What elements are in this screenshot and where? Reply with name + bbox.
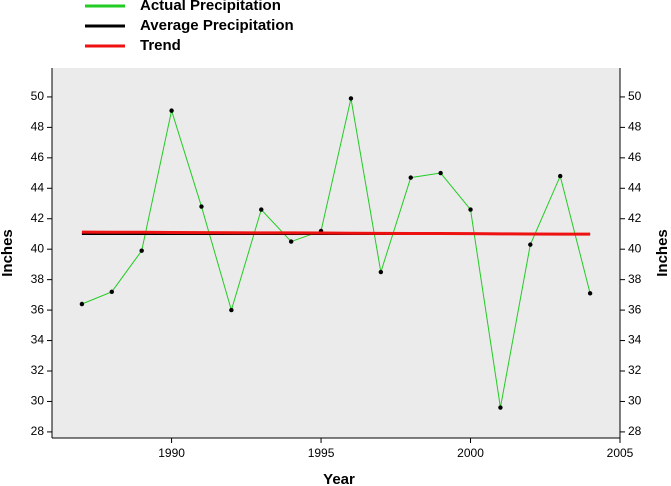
- x-tick-label: 2000: [457, 446, 484, 460]
- data-point: [288, 239, 294, 244]
- data-point: [438, 170, 443, 176]
- data-point: [229, 307, 234, 313]
- legend-label: Trend: [140, 37, 181, 54]
- y-tick-label: 42: [31, 211, 45, 225]
- data-point: [109, 289, 114, 295]
- legend-label: Actual Precipitation: [140, 0, 281, 14]
- data-point: [408, 175, 413, 180]
- y2-tick-label: 50: [628, 89, 642, 103]
- y-tick-label: 48: [31, 120, 45, 134]
- x-tick-label: 2005: [607, 446, 634, 460]
- data-point: [169, 108, 174, 113]
- y2-tick-label: 42: [628, 211, 642, 225]
- y2-tick-label: 34: [628, 333, 642, 347]
- y2-tick-label: 48: [628, 120, 642, 134]
- y-tick-label: 36: [31, 302, 45, 316]
- y2-tick-label: 40: [628, 241, 642, 255]
- y-axis-label: Inches: [0, 229, 16, 277]
- y-tick-label: 34: [31, 333, 45, 347]
- y-tick-label: 32: [31, 363, 45, 377]
- data-point: [558, 173, 563, 179]
- y-tick-label: 30: [31, 394, 45, 408]
- data-point: [348, 96, 354, 101]
- legend-label: Average Precipitation: [140, 17, 294, 34]
- data-point: [528, 242, 533, 247]
- y2-axis-label: Inches: [654, 229, 671, 277]
- y-tick-label: 38: [31, 272, 45, 286]
- y2-tick-label: 32: [628, 363, 642, 377]
- data-point: [468, 207, 473, 212]
- data-point: [378, 269, 384, 275]
- y2-tick-label: 36: [628, 302, 642, 316]
- x-tick-label: 1995: [308, 446, 335, 460]
- y-tick-label: 40: [31, 241, 45, 255]
- y-tick-label: 28: [31, 424, 45, 438]
- y2-tick-label: 46: [628, 150, 642, 164]
- series-line: [81, 230, 591, 236]
- plot-area: [52, 68, 620, 438]
- data-point: [139, 248, 144, 253]
- data-point: [259, 207, 264, 212]
- series-line: [81, 98, 591, 408]
- y2-tick-label: 28: [628, 424, 642, 438]
- y2-tick-label: 30: [628, 394, 642, 408]
- data-point: [199, 204, 204, 209]
- data-point: [498, 405, 503, 410]
- data-point: [587, 291, 593, 296]
- y2-tick-label: 38: [628, 272, 642, 286]
- x-axis-label: Year: [323, 471, 355, 486]
- y-tick-label: 50: [31, 89, 45, 103]
- y-tick-label: 44: [31, 180, 45, 194]
- y-tick-label: 46: [31, 150, 45, 164]
- x-tick-label: 1990: [158, 446, 185, 460]
- data-point: [79, 301, 85, 307]
- y2-tick-label: 44: [628, 180, 642, 194]
